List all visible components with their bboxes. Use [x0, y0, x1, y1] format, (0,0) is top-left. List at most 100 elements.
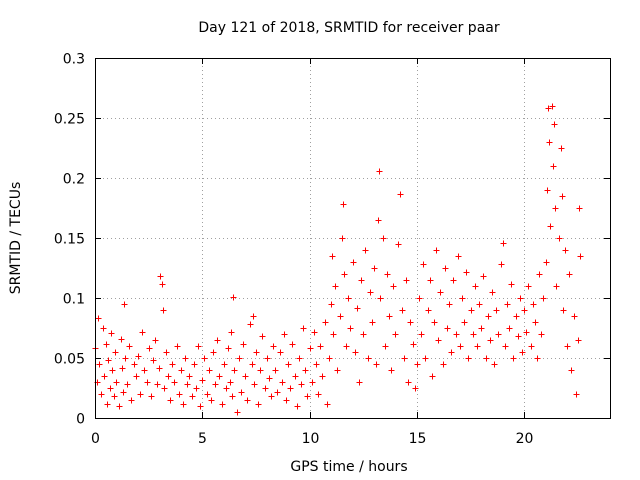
data-point: [154, 381, 161, 388]
data-point: [459, 295, 466, 302]
data-point: [171, 379, 178, 386]
data-point: [126, 343, 133, 350]
data-point: [483, 355, 490, 362]
data-point: [228, 329, 235, 336]
data-point: [480, 273, 487, 280]
data-point: [478, 325, 485, 332]
data-point: [283, 397, 290, 404]
data-point: [300, 325, 307, 332]
data-point: [521, 307, 528, 314]
data-point: [251, 381, 258, 388]
data-point: [277, 349, 284, 356]
data-point: [418, 331, 425, 338]
data-point: [262, 385, 269, 392]
data-point: [204, 391, 211, 398]
data-point: [382, 343, 389, 350]
data-point: [401, 355, 408, 362]
data-point: [517, 295, 524, 302]
data-point: [311, 329, 318, 336]
data-point: [247, 321, 254, 328]
data-point: [230, 294, 237, 301]
data-point: [156, 365, 163, 372]
data-point: [133, 373, 140, 380]
data-point: [309, 379, 316, 386]
data-point: [242, 373, 249, 380]
data-point: [221, 361, 228, 368]
data-point: [139, 329, 146, 336]
data-point: [270, 343, 277, 350]
data-point: [214, 337, 221, 344]
x-tick-label: 5: [198, 431, 207, 447]
data-point: [500, 240, 507, 247]
data-point: [407, 319, 414, 326]
data-point: [287, 385, 294, 392]
data-point: [354, 305, 361, 312]
data-point: [178, 367, 185, 374]
data-point: [457, 343, 464, 350]
data-point: [180, 401, 187, 408]
data-point: [272, 367, 279, 374]
x-tick-label: 10: [302, 431, 320, 447]
data-point: [197, 403, 204, 410]
data-point: [431, 319, 438, 326]
data-point: [528, 343, 535, 350]
data-point: [506, 325, 513, 332]
data-point: [96, 361, 103, 368]
data-point: [463, 269, 470, 276]
data-point: [491, 361, 498, 368]
data-point: [296, 355, 303, 362]
data-point: [551, 121, 558, 128]
data-point: [98, 391, 105, 398]
data-point: [208, 397, 215, 404]
data-point: [461, 319, 468, 326]
data-point: [101, 373, 108, 380]
data-point: [191, 361, 198, 368]
ticks-layer: 0 0.05 0.1 0.15 0.2 0.25 0.3 0 5 10 15 20: [54, 52, 610, 447]
data-point: [504, 301, 511, 308]
data-point: [519, 349, 526, 356]
data-point: [493, 307, 500, 314]
data-point: [227, 379, 234, 386]
data-point: [547, 223, 554, 230]
data-point: [485, 313, 492, 320]
data-point: [328, 301, 335, 308]
data-point: [510, 355, 517, 362]
data-point: [236, 355, 243, 362]
data-point: [109, 367, 116, 374]
data-point: [566, 271, 573, 278]
data-point: [174, 343, 181, 350]
data-point: [455, 253, 462, 260]
data-point: [556, 235, 563, 242]
data-point: [390, 283, 397, 290]
data-point: [122, 355, 129, 362]
data-point: [543, 259, 550, 266]
data-point: [167, 397, 174, 404]
data-point: [552, 205, 559, 212]
data-point: [201, 355, 208, 362]
data-point: [266, 375, 273, 382]
data-point: [274, 389, 281, 396]
data-point: [279, 379, 286, 386]
data-point: [322, 319, 329, 326]
data-point: [538, 331, 545, 338]
data-point: [395, 241, 402, 248]
data-point: [326, 355, 333, 362]
data-point: [577, 253, 584, 260]
data-point: [206, 367, 213, 374]
data-point: [405, 379, 412, 386]
data-point: [289, 341, 296, 348]
data-point: [465, 355, 472, 362]
y-tick-label: 0.3: [63, 52, 85, 68]
data-point: [313, 361, 320, 368]
data-point: [564, 343, 571, 350]
data-point: [95, 315, 102, 322]
data-point: [165, 373, 172, 380]
data-point: [536, 271, 543, 278]
data-point: [340, 201, 347, 208]
data-point: [508, 281, 515, 288]
data-point: [422, 355, 429, 362]
data-point: [146, 345, 153, 352]
data-point: [384, 271, 391, 278]
data-point: [319, 373, 326, 380]
